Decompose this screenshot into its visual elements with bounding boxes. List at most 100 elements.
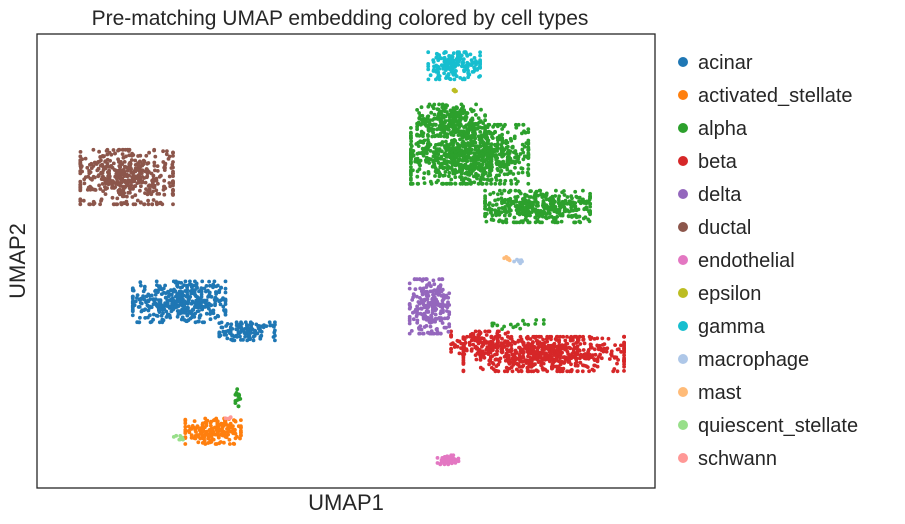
point-alpha — [476, 161, 481, 166]
point-ductal — [171, 169, 175, 174]
point-acinar — [208, 312, 213, 316]
point-acinar — [184, 319, 189, 323]
point-acinar — [189, 311, 194, 316]
point-beta — [558, 345, 563, 350]
point-ductal — [116, 188, 121, 193]
point-delta — [407, 303, 412, 308]
point-alpha — [537, 188, 542, 193]
point-alpha — [451, 139, 456, 144]
point-delta — [411, 317, 416, 322]
point-alpha — [458, 129, 462, 134]
point-ductal — [116, 147, 121, 152]
point-ductal — [133, 163, 138, 167]
point-beta — [511, 339, 515, 344]
point-alpha — [459, 163, 464, 168]
point-beta — [461, 369, 466, 374]
point-ductal — [163, 161, 168, 166]
point-beta — [519, 339, 524, 343]
point-gamma — [472, 56, 477, 60]
point-ductal — [126, 190, 131, 195]
point-gamma — [444, 68, 448, 72]
point-delta — [413, 287, 418, 292]
point-acinar — [170, 302, 175, 306]
point-ductal — [123, 164, 127, 169]
point-ductal — [112, 202, 117, 207]
legend-marker — [678, 420, 688, 430]
point-alpha — [468, 126, 472, 130]
point-alpha — [505, 130, 510, 135]
point-beta — [615, 361, 619, 366]
point-delta — [415, 307, 420, 312]
point-ductal — [87, 202, 92, 207]
point-beta — [478, 358, 483, 362]
point-beta — [556, 364, 561, 369]
point-alpha — [507, 189, 512, 194]
point-beta — [535, 357, 540, 362]
point-acinar — [214, 290, 218, 294]
point-acinar — [273, 338, 277, 343]
point-beta — [528, 355, 532, 359]
point-alpha — [520, 202, 524, 207]
point-alpha — [524, 214, 529, 219]
point-alpha — [494, 213, 499, 218]
point-ductal — [130, 177, 135, 182]
point-alpha — [474, 102, 478, 107]
point-alpha — [508, 156, 513, 161]
point-alpha — [433, 174, 437, 178]
point-alpha — [485, 177, 490, 182]
point-delta — [407, 321, 412, 326]
point-alpha — [425, 155, 429, 160]
point-acinar — [245, 324, 250, 329]
point-alpha — [428, 118, 432, 122]
point-ductal — [98, 187, 103, 191]
point-alpha — [506, 144, 510, 149]
point-acinar — [214, 284, 219, 289]
point-alpha — [478, 144, 482, 148]
point-alpha — [433, 152, 437, 157]
point-alpha — [514, 125, 519, 130]
point-alpha — [466, 141, 470, 146]
point-alpha — [511, 172, 516, 176]
point-beta — [511, 360, 516, 365]
point-ductal — [125, 181, 129, 186]
point-beta — [546, 345, 550, 350]
point-gamma — [458, 56, 463, 61]
point-activated-stellate — [216, 435, 221, 440]
point-activated-stellate — [208, 438, 213, 443]
point-alpha — [442, 165, 447, 170]
point-beta — [580, 369, 585, 374]
point-ductal — [138, 160, 143, 164]
point-acinar — [208, 283, 212, 288]
point-activated-stellate — [183, 431, 188, 435]
point-alpha — [535, 193, 539, 198]
point-alpha — [444, 139, 448, 144]
point-alpha — [516, 179, 520, 184]
point-delta — [431, 319, 436, 324]
point-acinar — [166, 289, 170, 294]
point-alpha — [441, 104, 446, 109]
series-activated-stellate — [183, 416, 243, 446]
point-mast — [506, 256, 510, 260]
point-delta — [441, 308, 445, 313]
point-alpha — [483, 125, 487, 130]
point-endothelial — [438, 462, 443, 467]
point-ductal — [133, 193, 138, 198]
point-activated-stellate — [227, 437, 232, 442]
point-alpha — [415, 132, 419, 137]
point-alpha — [417, 111, 421, 115]
point-delta — [447, 310, 452, 315]
point-alpha — [409, 160, 413, 165]
point-alpha — [487, 161, 491, 166]
point-gamma — [455, 52, 460, 57]
point-acinar — [256, 324, 260, 329]
point-beta — [484, 333, 489, 337]
point-acinar — [138, 315, 142, 320]
point-acinar — [161, 286, 166, 291]
point-delta — [417, 277, 422, 282]
point-ductal — [100, 182, 105, 186]
point-acinar — [190, 291, 195, 296]
point-delta — [444, 325, 448, 330]
point-ductal — [147, 150, 152, 155]
point-ductal — [162, 178, 167, 183]
point-beta — [539, 342, 544, 347]
